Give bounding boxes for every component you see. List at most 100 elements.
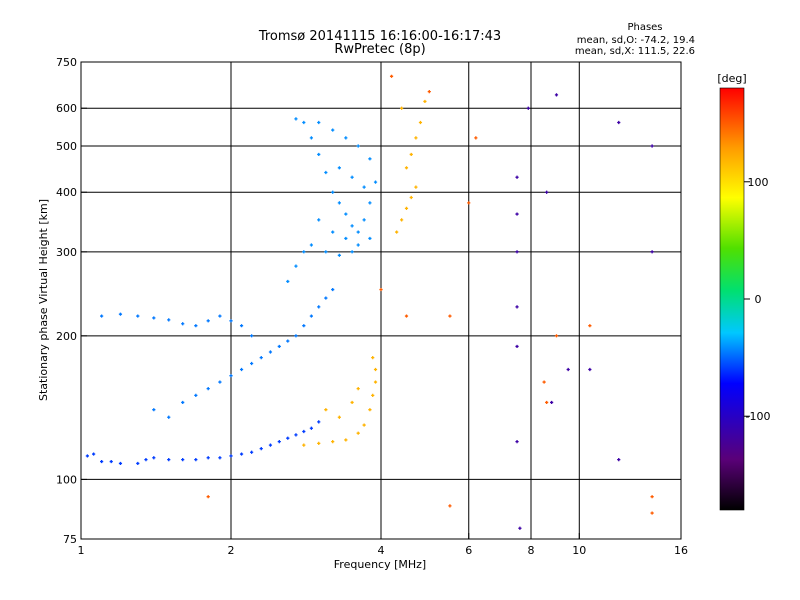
data-point (337, 166, 341, 170)
data-point (350, 224, 354, 228)
data-point (118, 312, 123, 316)
data-point (344, 438, 348, 442)
data-point (239, 452, 244, 456)
data-point (206, 387, 210, 391)
data-point (250, 334, 254, 338)
y-tick-label: 500 (56, 140, 77, 153)
data-point (545, 190, 549, 194)
colorbar-label: [deg] (717, 72, 746, 85)
data-point (362, 423, 366, 427)
x-tick-label: 16 (674, 544, 688, 557)
data-point (167, 318, 171, 322)
data-point (368, 157, 372, 161)
data-point (206, 456, 210, 460)
data-point (239, 324, 244, 328)
data-point (302, 250, 306, 254)
data-points (85, 74, 654, 530)
data-point (85, 454, 89, 458)
data-point (181, 322, 185, 326)
data-point (515, 175, 519, 179)
data-point (324, 170, 328, 175)
data-point (448, 504, 452, 508)
data-point (515, 250, 519, 254)
data-point (206, 495, 210, 499)
data-point (414, 136, 418, 140)
data-point (650, 144, 654, 148)
colorbar-tick-label: 100 (748, 176, 769, 189)
data-point (136, 461, 140, 466)
data-point (331, 230, 335, 234)
data-point (395, 230, 399, 234)
data-point (229, 454, 233, 458)
chart-title: Tromsø 20141115 16:16:00-16:17:43 (258, 29, 501, 44)
data-point (194, 324, 198, 328)
data-point (404, 314, 409, 318)
data-point (167, 415, 171, 419)
data-point (344, 236, 348, 241)
data-point (344, 136, 348, 140)
legend-x-mode-stats: mean, sd,X: 111.5, 22.6 (575, 46, 695, 57)
data-point (554, 334, 559, 338)
data-point (554, 93, 559, 97)
data-point (518, 526, 522, 530)
data-point (229, 319, 233, 323)
data-point (109, 459, 113, 464)
data-point (331, 190, 335, 194)
y-axis-ticks: 75 100 200 300 400 500 600 750 (56, 56, 87, 546)
data-point (324, 408, 328, 412)
data-point (152, 408, 156, 412)
data-point (566, 367, 570, 372)
data-point (337, 201, 341, 205)
x-tick-label: 2 (228, 544, 235, 557)
data-point (324, 250, 328, 254)
data-point (588, 367, 592, 372)
data-point (92, 452, 96, 456)
data-point (331, 128, 335, 132)
data-point (617, 458, 621, 462)
data-point (309, 314, 314, 318)
data-point (302, 429, 306, 434)
x-tick-label: 1 (78, 544, 85, 557)
data-point (515, 212, 519, 216)
data-point (294, 334, 298, 338)
data-point (617, 120, 621, 125)
data-point (309, 243, 314, 247)
data-point (229, 374, 233, 378)
data-point (588, 324, 592, 328)
data-point (371, 393, 375, 398)
data-point (144, 458, 148, 462)
y-tick-label: 750 (56, 56, 77, 69)
data-point (317, 152, 321, 157)
data-point (218, 314, 222, 318)
data-point (400, 218, 404, 222)
data-point (350, 250, 354, 254)
data-point (218, 456, 222, 460)
y-tick-label: 100 (56, 473, 77, 486)
plot-area: 1 2 4 6 8 10 16 75 100 200 300 400 500 600 750 (56, 56, 688, 557)
data-point (368, 201, 372, 205)
data-point (268, 350, 273, 354)
colorbar-tick-label: 0 (755, 293, 762, 306)
data-point (344, 212, 348, 216)
data-point (194, 458, 198, 462)
data-point (515, 440, 519, 444)
data-point (317, 441, 321, 445)
data-point (337, 253, 341, 257)
data-point (515, 344, 519, 349)
data-point (152, 316, 156, 320)
data-point (302, 443, 306, 447)
data-point (206, 319, 210, 323)
data-point (373, 180, 378, 184)
data-point (286, 279, 290, 284)
data-point (259, 447, 263, 451)
data-point (302, 120, 306, 125)
data-point (356, 144, 360, 148)
data-point (250, 450, 254, 454)
data-point (331, 440, 335, 444)
data-point (250, 361, 254, 366)
data-point (650, 250, 654, 254)
legend-header: Phases (627, 22, 662, 33)
data-point (286, 339, 290, 343)
colorbar-ticks: 100 0 -100 (744, 176, 770, 423)
